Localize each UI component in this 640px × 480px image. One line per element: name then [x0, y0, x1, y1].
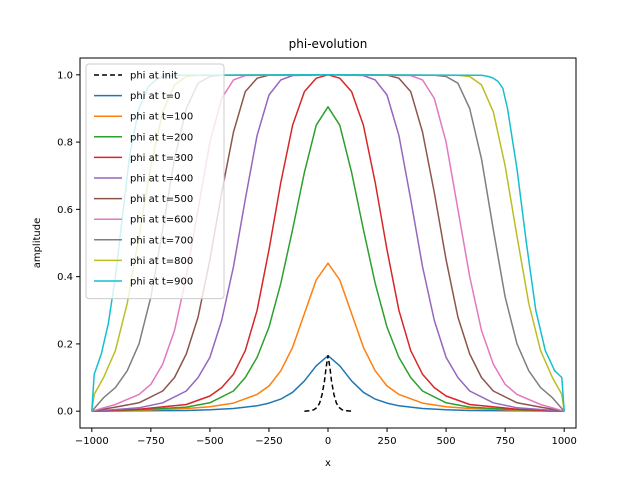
- y-tick-label: 1.0: [57, 70, 73, 81]
- x-tick-label: 1000: [551, 436, 576, 447]
- legend-entry-label: phi at t=300: [130, 153, 193, 164]
- plot-area: [91, 74, 565, 412]
- legend-entry-label: phi at t=800: [130, 256, 193, 267]
- legend-entry-label: phi at t=500: [130, 194, 193, 205]
- series-line-0: [304, 354, 352, 412]
- y-tick-label: 0.8: [57, 138, 73, 149]
- x-axis-label: x: [325, 458, 331, 469]
- legend-entry-label: phi at t=700: [130, 235, 193, 246]
- legend-entry-label: phi at t=100: [130, 112, 193, 123]
- legend-entry-label: phi at t=400: [130, 174, 193, 185]
- x-tick-label: 750: [496, 436, 515, 447]
- legend-entry-label: phi at t=600: [130, 215, 193, 226]
- y-tick-label: 0.0: [57, 407, 73, 418]
- axis-ticks: −1000 −750 −500 −250 0 250 500 750 1000 0.0 0.2 0.4…: [57, 70, 577, 447]
- series-line-3: [91, 106, 565, 412]
- x-tick-label: 0: [325, 436, 331, 447]
- x-tick-label: 250: [378, 436, 397, 447]
- legend-entry-label: phi at t=0: [130, 91, 181, 102]
- series-line-2: [91, 262, 565, 412]
- axes-frame: [79, 57, 577, 429]
- y-tick-label: 0.6: [57, 205, 73, 216]
- chart-title: phi-evolution: [289, 37, 368, 51]
- x-tick-label: −1000: [75, 436, 109, 447]
- legend-entry-label: phi at t=200: [130, 132, 193, 143]
- x-tick-label: −750: [137, 436, 164, 447]
- x-tick-label: −500: [196, 436, 223, 447]
- y-axis-label: amplitude: [32, 218, 43, 269]
- x-tick-label: −250: [255, 436, 282, 447]
- legend: phi at init phi at t=0 phi at t=100 phi at …: [85, 63, 225, 300]
- legend-entry-label: phi at t=900: [130, 277, 193, 288]
- legend-entry-label: phi at init: [130, 71, 178, 82]
- y-tick-label: 0.2: [57, 339, 73, 350]
- y-tick-label: 0.4: [57, 272, 73, 283]
- x-tick-label: 500: [437, 436, 456, 447]
